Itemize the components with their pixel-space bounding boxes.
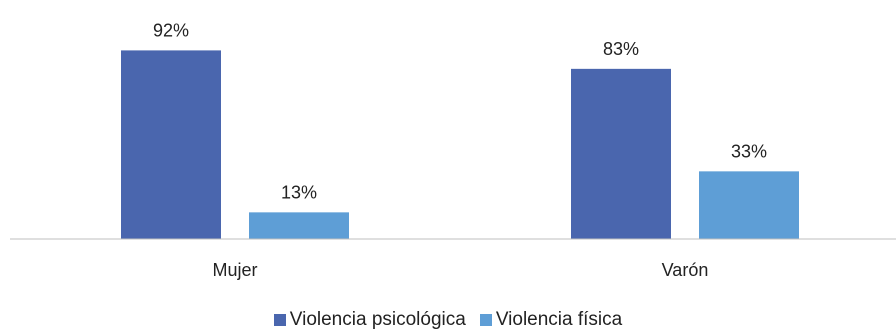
category-labels-layer: Mujer Varón [212, 260, 708, 280]
data-labels-layer: 92% 13% 83% 33% [153, 20, 767, 202]
bar-psicologica-0 [121, 50, 221, 240]
data-label-fisica-0: 13% [281, 182, 317, 202]
data-label-fisica-1: 33% [731, 141, 767, 161]
bar-fisica-0 [249, 212, 349, 239]
bar-fisica-1 [699, 171, 799, 239]
category-label-0: Mujer [212, 260, 257, 280]
data-label-psicologica-0: 92% [153, 20, 189, 40]
bars-layer [121, 50, 799, 240]
legend-swatch-psicologica [273, 314, 286, 326]
bar-chart: 92% 13% 83% 33% Mujer Varón [10, 20, 896, 280]
data-label-psicologica-1: 83% [603, 39, 639, 59]
legend-label-psicologica: Violencia psicológica [289, 309, 466, 330]
legend: Violencia psicológica Violencia física [0, 308, 896, 332]
category-label-1: Varón [662, 260, 709, 280]
legend-swatch-fisica [479, 314, 492, 326]
legend-label-fisica: Violencia física [495, 309, 623, 330]
bar-psicologica-1 [571, 68, 671, 239]
legend-item-fisica: Violencia física [479, 309, 623, 331]
legend-item-psicologica: Violencia psicológica [273, 309, 466, 331]
